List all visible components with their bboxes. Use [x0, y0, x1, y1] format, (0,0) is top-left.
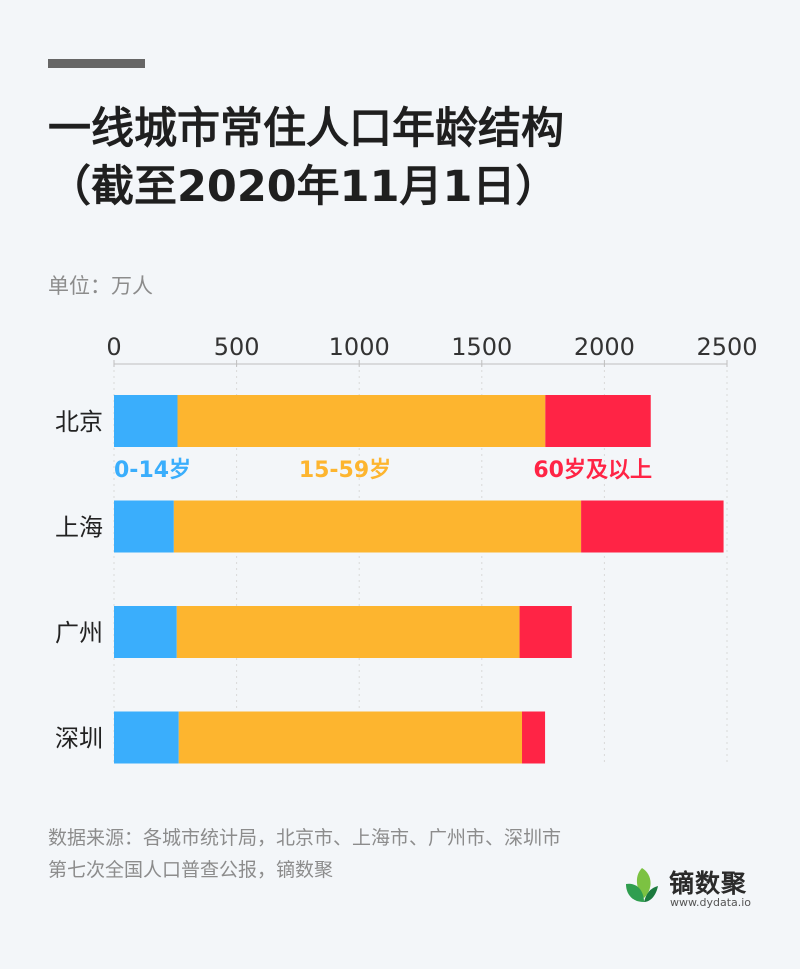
- unit-label: 单位：万人: [48, 274, 153, 298]
- bar-segment: [114, 500, 174, 553]
- bar-segment: [545, 395, 651, 447]
- x-tick-label: 1000: [329, 333, 390, 361]
- bar-segment: [173, 500, 582, 553]
- legend-label: 15-59岁: [299, 457, 391, 483]
- chart-title-line2: （截至2020年11月1日）: [48, 162, 559, 212]
- source-note: 数据来源：各城市统计局，北京市、上海市、广州市、深圳市第七次全国人口普查公报，镝…: [48, 827, 562, 881]
- x-tick-label: 0: [106, 333, 121, 361]
- bar-segment: [522, 711, 546, 764]
- logo-name: 镝数聚: [669, 869, 748, 898]
- category-label: 北京: [55, 408, 103, 436]
- bar-segment: [178, 711, 523, 764]
- bar-segment: [114, 395, 178, 447]
- legend-label: 0-14岁: [114, 457, 191, 483]
- chart-title-line1: 一线城市常住人口年龄结构: [48, 104, 564, 154]
- x-tick-label: 1500: [451, 333, 512, 361]
- header-accent-bar: [48, 59, 145, 68]
- category-label: 广州: [55, 619, 103, 647]
- brand-logo: 镝数聚 www.dydata.io: [622, 864, 782, 912]
- logo-url: www.dydata.io: [670, 896, 752, 909]
- chart-title: 一线城市常住人口年龄结构 （截至2020年11月1日）: [48, 100, 564, 216]
- category-label: 上海: [55, 514, 103, 542]
- leaf-logo-icon: [626, 868, 658, 902]
- x-tick-label: 2000: [574, 333, 635, 361]
- legend-label: 60岁及以上: [533, 457, 652, 483]
- bar-segment: [114, 711, 179, 764]
- category-label: 深圳: [55, 725, 103, 753]
- bar-segment: [519, 606, 572, 658]
- bar-segment: [114, 606, 177, 658]
- x-tick-label: 2500: [696, 333, 757, 361]
- bar-segment: [176, 606, 520, 658]
- x-tick-label: 500: [214, 333, 260, 361]
- bar-segment: [177, 395, 546, 447]
- bar-segment: [581, 500, 724, 553]
